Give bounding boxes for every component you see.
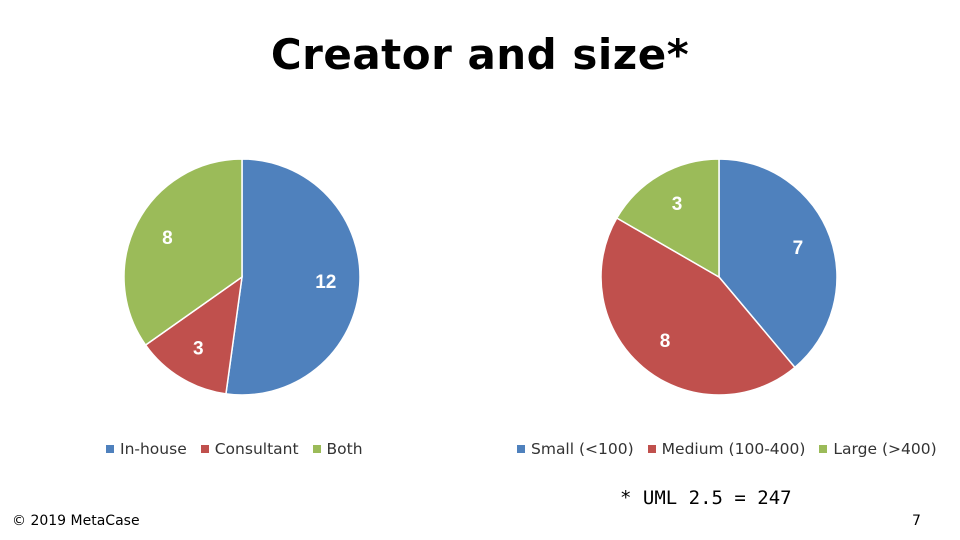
legend-swatch	[200, 445, 209, 453]
legend-label: In-house	[120, 440, 187, 458]
legend-label: Consultant	[214, 440, 299, 458]
legend-size: Small (<100) Medium (100-400) Large (>40…	[517, 440, 937, 458]
footnote: * UML 2.5 = 247	[620, 487, 792, 509]
pie-slice-large-400	[615, 158, 720, 279]
pie-slice-medium-100-400	[600, 216, 796, 396]
pie-data-label: 3	[193, 338, 204, 359]
pie-slice-both	[123, 158, 243, 347]
legend-entry: In-house	[106, 440, 187, 458]
legend-label: Medium (100-400)	[661, 440, 806, 458]
legend-entry: Both	[312, 440, 363, 458]
legend-entry: Small (<100)	[517, 440, 634, 458]
copyright-notice: © 2019 MetaCase	[12, 513, 140, 529]
legend-swatch	[647, 445, 656, 453]
legend-entry: Consultant	[200, 440, 299, 458]
legend-label: Both	[326, 440, 363, 458]
pie-slice-in-house	[225, 158, 361, 396]
page-number: 7	[912, 513, 921, 529]
legend-creator: In-house Consultant Both	[106, 440, 363, 458]
pie-chart-size: 7 8 3	[600, 158, 838, 396]
legend-entry: Medium (100-400)	[647, 440, 806, 458]
pie-data-label: 12	[315, 272, 336, 293]
pie-slice-small-100	[718, 158, 838, 369]
legend-label: Small (<100)	[531, 440, 634, 458]
legend-swatch	[819, 445, 828, 453]
legend-swatch	[106, 445, 114, 453]
pie-data-label: 8	[162, 228, 173, 249]
pie-data-label: 3	[672, 194, 683, 215]
legend-swatch	[312, 445, 321, 453]
pie-slice-consultant	[144, 275, 243, 395]
pie-chart-creator: 12 3 8	[123, 158, 361, 396]
pie-data-label: 8	[660, 331, 671, 352]
legend-swatch	[517, 445, 525, 453]
slide-title: Creator and size*	[270, 30, 690, 79]
pie-data-label: 7	[793, 238, 804, 259]
legend-label: Large (>400)	[833, 440, 937, 458]
legend-entry: Large (>400)	[819, 440, 937, 458]
